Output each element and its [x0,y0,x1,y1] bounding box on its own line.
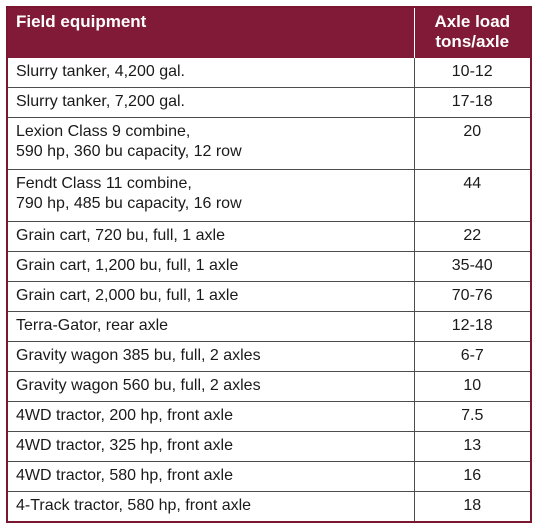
equipment-text: Fendt Class 11 combine, [16,175,192,192]
header-axle-load: Axle load tons/axle [413,8,530,58]
axle-load-cell: 16 [413,461,530,492]
equipment-cell: Slurry tanker, 7,200 gal. [8,87,415,118]
equipment-cell: Grain cart, 1,200 bu, full, 1 axle [8,251,415,282]
equipment-cell: 4WD tractor, 200 hp, front axle [8,401,415,432]
equipment-text: Grain cart, 2,000 bu, full, 1 axle [16,287,239,304]
equipment-cell: Grain cart, 720 bu, full, 1 axle [8,221,415,252]
table-row: Gravity wagon 385 bu, full, 2 axles 6-7 [8,341,530,372]
table-row: Grain cart, 720 bu, full, 1 axle 22 [8,221,530,252]
equipment-text: Terra-Gator, rear axle [16,317,169,334]
table-row: 4WD tractor, 580 hp, front axle 16 [8,461,530,492]
table-row: Gravity wagon 560 bu, full, 2 axles 10 [8,371,530,402]
header-field-equipment: Field equipment [8,8,414,58]
equipment-cell: Fendt Class 11 combine, 790 hp, 485 bu ca… [8,169,415,222]
equipment-text: Grain cart, 720 bu, full, 1 axle [16,227,225,244]
table-row: Grain cart, 2,000 bu, full, 1 axle 70-76 [8,281,530,312]
table-row: Slurry tanker, 7,200 gal. 17-18 [8,87,530,118]
equipment-text: 590 hp, 360 bu capacity, 12 row [16,143,242,160]
equipment-text: Gravity wagon 385 bu, full, 2 axles [16,347,261,364]
equipment-cell: 4-Track tractor, 580 hp, front axle [8,491,415,521]
table-row: Terra-Gator, rear axle 12-18 [8,311,530,342]
axle-load-cell: 44 [413,169,530,222]
axle-load-cell: 20 [413,117,530,170]
equipment-cell: 4WD tractor, 325 hp, front axle [8,431,415,462]
table-row: Grain cart, 1,200 bu, full, 1 axle 35-40 [8,251,530,282]
equipment-text: 790 hp, 485 bu capacity, 16 row [16,195,242,212]
header-field-equipment-label: Field equipment [16,12,147,31]
equipment-cell: Terra-Gator, rear axle [8,311,415,342]
equipment-text: Slurry tanker, 4,200 gal. [16,63,185,80]
equipment-text: 4WD tractor, 325 hp, front axle [16,437,233,454]
table-row: Fendt Class 11 combine, 790 hp, 485 bu ca… [8,169,530,222]
axle-load-cell: 70-76 [413,281,530,312]
axle-load-cell: 17-18 [413,87,530,118]
axle-load-cell: 10-12 [413,58,530,88]
axle-load-cell: 12-18 [413,311,530,342]
axle-load-cell: 22 [413,221,530,252]
equipment-text: 4WD tractor, 200 hp, front axle [16,407,233,424]
equipment-cell: Gravity wagon 560 bu, full, 2 axles [8,371,415,402]
axle-load-cell: 35-40 [413,251,530,282]
table-row: Slurry tanker, 4,200 gal. 10-12 [8,58,530,88]
axle-load-cell: 18 [413,491,530,521]
table-row: Lexion Class 9 combine, 590 hp, 360 bu ca… [8,117,530,170]
equipment-cell: Gravity wagon 385 bu, full, 2 axles [8,341,415,372]
equipment-text: Gravity wagon 560 bu, full, 2 axles [16,377,261,394]
equipment-cell: Lexion Class 9 combine, 590 hp, 360 bu ca… [8,117,415,170]
equipment-text: Lexion Class 9 combine, [16,123,191,140]
table-row: 4-Track tractor, 580 hp, front axle 18 [8,491,530,521]
equipment-text: 4WD tractor, 580 hp, front axle [16,467,233,484]
table-row: 4WD tractor, 325 hp, front axle 13 [8,431,530,462]
equipment-cell: Slurry tanker, 4,200 gal. [8,58,415,88]
equipment-cell: 4WD tractor, 580 hp, front axle [8,461,415,492]
table-row: 4WD tractor, 200 hp, front axle 7.5 [8,401,530,432]
equipment-text: Slurry tanker, 7,200 gal. [16,93,185,110]
equipment-cell: Grain cart, 2,000 bu, full, 1 axle [8,281,415,312]
equipment-text: Grain cart, 1,200 bu, full, 1 axle [16,257,239,274]
table-body: Slurry tanker, 4,200 gal. 10-12 Slurry tan… [8,58,530,521]
header-row: Field equipment Axle load tons/axle [8,8,530,58]
header-axle-load-line1: Axle load [434,12,511,31]
axle-load-cell: 7.5 [413,401,530,432]
header-axle-load-line2: tons/axle [435,32,510,51]
axle-load-table: Field equipment Axle load tons/axle Slur… [8,8,530,521]
table-header: Field equipment Axle load tons/axle [8,8,530,58]
axle-load-cell: 6-7 [413,341,530,372]
axle-load-cell: 13 [413,431,530,462]
axle-load-cell: 10 [413,371,530,402]
axle-load-table-container: Field equipment Axle load tons/axle Slur… [6,6,532,523]
equipment-text: 4-Track tractor, 580 hp, front axle [16,497,252,514]
